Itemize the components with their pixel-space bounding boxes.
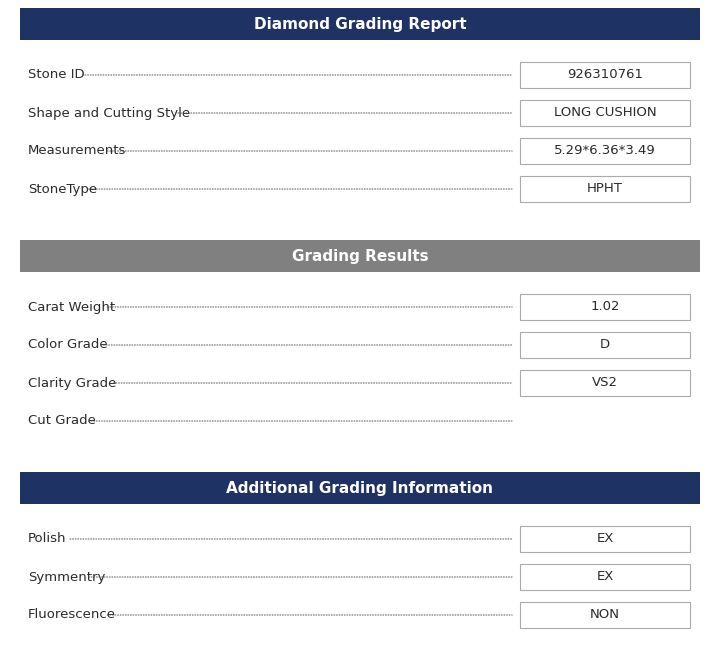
Text: Grading Results: Grading Results bbox=[292, 248, 428, 263]
Text: Cut Grade: Cut Grade bbox=[28, 415, 96, 428]
Text: HPHT: HPHT bbox=[587, 183, 623, 196]
Bar bbox=[20, 240, 700, 272]
Text: EX: EX bbox=[596, 532, 613, 545]
Bar bbox=[20, 472, 700, 504]
Text: 1.02: 1.02 bbox=[590, 300, 620, 313]
Text: LONG CUSHION: LONG CUSHION bbox=[554, 107, 657, 120]
Bar bbox=[520, 100, 690, 126]
Text: Stone ID: Stone ID bbox=[28, 68, 85, 81]
Bar bbox=[20, 8, 700, 40]
Text: Carat Weight: Carat Weight bbox=[28, 300, 115, 313]
Bar bbox=[520, 602, 690, 628]
Text: Color Grade: Color Grade bbox=[28, 339, 107, 352]
Text: Diamond Grading Report: Diamond Grading Report bbox=[253, 16, 467, 31]
Bar bbox=[520, 294, 690, 320]
Text: 5.29*6.36*3.49: 5.29*6.36*3.49 bbox=[554, 144, 656, 157]
Text: Clarity Grade: Clarity Grade bbox=[28, 376, 117, 389]
Text: Shape and Cutting Style: Shape and Cutting Style bbox=[28, 107, 190, 120]
Text: Additional Grading Information: Additional Grading Information bbox=[227, 480, 493, 495]
Bar bbox=[520, 62, 690, 88]
Text: Measurements: Measurements bbox=[28, 144, 127, 157]
Text: D: D bbox=[600, 339, 610, 352]
Bar bbox=[520, 332, 690, 358]
Bar bbox=[520, 370, 690, 396]
Text: Polish: Polish bbox=[28, 532, 66, 545]
Text: Fluorescence: Fluorescence bbox=[28, 608, 116, 621]
Text: VS2: VS2 bbox=[592, 376, 618, 389]
Text: EX: EX bbox=[596, 571, 613, 584]
Bar bbox=[520, 138, 690, 164]
Text: Symmentry: Symmentry bbox=[28, 571, 105, 584]
Text: StoneType: StoneType bbox=[28, 183, 97, 196]
Text: NON: NON bbox=[590, 608, 620, 621]
Text: 926310761: 926310761 bbox=[567, 68, 643, 81]
Bar bbox=[520, 176, 690, 202]
Bar bbox=[520, 564, 690, 590]
Bar bbox=[520, 526, 690, 552]
